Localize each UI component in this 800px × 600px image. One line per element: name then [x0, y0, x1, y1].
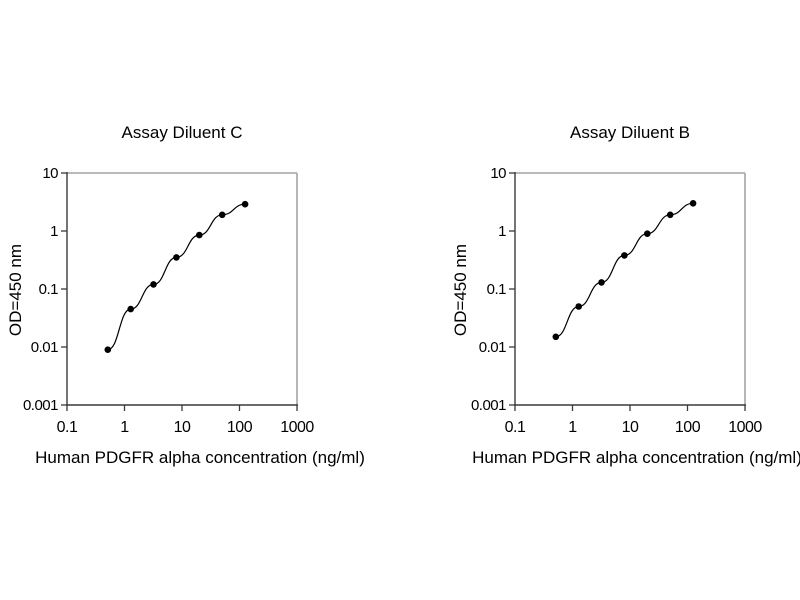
y-tick-label: 1 — [498, 223, 506, 240]
x-tick-label: 1 — [568, 419, 577, 436]
y-tick-label: 0.001 — [471, 397, 506, 414]
y-axis-label-right: OD=450 nm — [451, 243, 470, 337]
x-axis-label-right: Human PDGFR alpha concentration (ng/ml) — [472, 448, 800, 467]
data-point-marker — [196, 231, 203, 239]
x-tick-label: 0.1 — [57, 419, 78, 436]
x-tick-label: 100 — [227, 419, 253, 436]
data-point-marker — [127, 305, 134, 313]
y-tick-label: 0.1 — [39, 281, 59, 298]
data-point-marker — [621, 252, 628, 259]
chart-title-left: Assay Diluent C — [121, 123, 243, 142]
x-tick-label: 10 — [174, 419, 191, 436]
data-point-marker — [552, 333, 560, 341]
data-point-marker — [241, 200, 249, 208]
y-tick-label: 0.01 — [31, 339, 58, 356]
data-point-marker — [644, 230, 651, 237]
y-axis-label-left: OD=450 nm — [6, 243, 25, 337]
y-tick-label: 10 — [490, 165, 506, 182]
y-tick-label: 0.01 — [479, 339, 506, 356]
x-tick-label: 100 — [675, 419, 701, 436]
standard-curve-line — [555, 202, 694, 338]
data-point-marker — [666, 211, 674, 219]
data-point-marker — [218, 211, 226, 219]
x-tick-label: 1000 — [280, 419, 314, 436]
x-tick-label: 1 — [120, 419, 129, 436]
chart-left: 10 1 0.1 0.01 0.001 0.1 1 10 100 1000 — [23, 165, 315, 436]
data-point-marker — [150, 281, 157, 288]
x-tick-label: 0.1 — [505, 419, 526, 436]
y-tick-label: 1 — [50, 223, 58, 240]
y-tick-label: 10 — [42, 165, 58, 182]
y-tick-label: 0.001 — [23, 397, 58, 414]
chart-right: 10 1 0.1 0.01 0.001 0.1 1 10 100 1000 — [471, 165, 763, 436]
data-point-marker — [689, 200, 697, 207]
x-tick-label: 10 — [622, 419, 639, 436]
data-point-marker — [575, 303, 582, 310]
standard-curve-line — [107, 203, 246, 351]
x-tick-label: 1000 — [728, 419, 762, 436]
chart-title-right: Assay Diluent B — [570, 123, 690, 142]
y-tick-label: 0.1 — [487, 281, 507, 298]
data-point-marker — [104, 346, 112, 354]
x-axis-label-left: Human PDGFR alpha concentration (ng/ml) — [35, 448, 365, 467]
data-point-marker — [173, 254, 180, 261]
data-point-marker — [598, 279, 605, 286]
